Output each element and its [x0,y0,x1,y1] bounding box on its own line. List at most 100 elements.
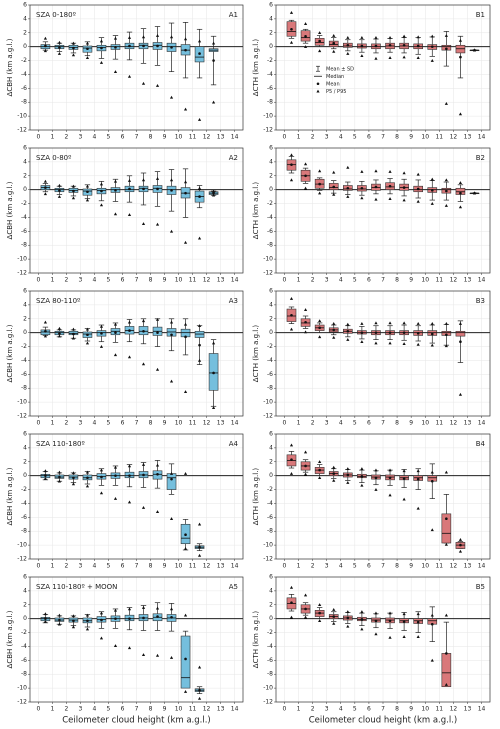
x-tick-label: 13 [464,706,472,713]
y-axis-label: ΔCTH (km a.g.l.) [252,182,260,240]
p5 [360,483,364,487]
p95 [444,178,448,182]
mean [430,332,434,336]
x-tick-label: 8 [149,706,153,713]
p5 [155,653,160,657]
x-tick-label: 11 [435,420,443,427]
x-tick-label: 1 [297,420,301,427]
p5 [99,203,104,207]
mean [290,458,293,461]
y-tick-label: -10 [17,399,27,406]
p95 [388,321,392,325]
mean [445,652,448,655]
x-tick-label: 4 [93,134,97,141]
x-tick-label: 2 [65,134,69,141]
y-tick-label: 0 [269,615,273,622]
y-tick-label: 4 [269,301,273,308]
y-tick-label: -6 [21,371,27,378]
p95 [211,41,216,45]
mean [332,615,336,618]
p95 [43,612,48,616]
x-tick-label: 1 [51,706,55,713]
x-tick-label: 0 [283,563,287,570]
p5 [430,343,434,347]
y-tick-label: -12 [17,127,27,134]
p5 [99,344,104,348]
y-tick-label: 6 [23,288,27,295]
mean [44,329,47,333]
p95 [430,34,434,38]
p5 [71,53,76,57]
p95 [99,324,104,328]
mean [445,47,448,51]
p95 [71,471,76,475]
p95 [318,460,322,464]
p95 [458,537,463,541]
x-tick-label: 8 [395,277,399,284]
x-tick-label: 0 [36,706,40,713]
p5 [430,201,434,205]
p5 [169,229,174,233]
y-tick-label: 0 [23,472,27,479]
y-tick-label: 2 [23,458,27,465]
y-tick-label: -6 [267,657,273,664]
p5 [360,54,364,57]
p95 [360,467,364,471]
p5 [444,683,448,686]
box [441,653,452,688]
x-tick-label: 14 [478,420,486,427]
mean [318,182,321,186]
mean [58,618,61,622]
mean [430,189,434,192]
mean [212,59,215,62]
p95 [113,322,118,326]
y-tick-label: -10 [17,113,27,120]
x-tick-label: 9 [409,134,413,141]
x-tick-label: 13 [217,277,225,284]
p95 [430,177,434,181]
p5 [402,635,406,639]
mean [430,622,434,626]
mean [388,619,392,623]
mean [346,43,350,47]
p5 [388,56,392,60]
x-tick-label: 1 [51,420,55,427]
y-tick-label: -6 [267,514,273,521]
p5 [71,336,76,340]
y-tick-label: -6 [21,228,27,235]
mean [198,545,201,549]
p95 [289,297,294,300]
legend-label: Mean ± SD [326,66,354,72]
mean [332,472,336,475]
y-tick-label: -10 [263,256,273,263]
x-tick-label: 1 [297,706,301,713]
mean [416,44,420,48]
mean [184,657,187,661]
legend-label: Mean [326,81,340,87]
legend-key [316,89,320,93]
p5 [289,327,294,331]
y-tick-label: -10 [17,256,27,263]
p5 [197,236,202,240]
p95 [416,35,420,39]
p5 [141,81,146,85]
p5 [183,390,188,393]
p95 [57,326,62,330]
mean [374,619,378,623]
x-tick-label: 2 [65,563,69,570]
x-tick-label: 12 [203,563,211,570]
mean [44,474,47,477]
panel-label: A2 [229,154,238,162]
mean [360,186,364,190]
x-tick-label: 12 [450,706,458,713]
p5 [318,335,322,339]
p5 [197,696,202,700]
p95 [197,39,202,43]
x-tick-label: 14 [478,134,486,141]
mean [416,620,420,624]
p95 [141,605,146,609]
p5 [416,342,420,346]
p95 [99,39,104,43]
y-tick-label: -10 [263,113,273,120]
mean [402,186,406,189]
